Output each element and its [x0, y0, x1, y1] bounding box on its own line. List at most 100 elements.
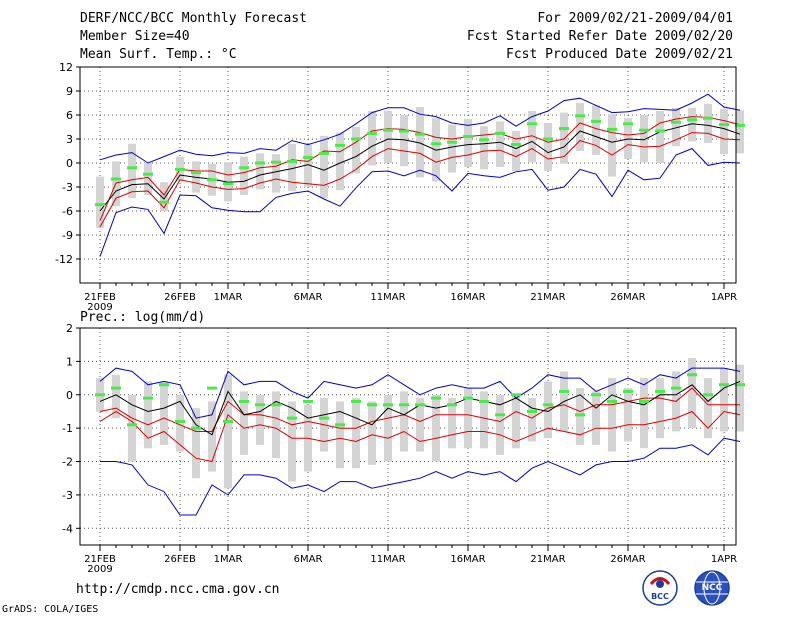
temp-range-box: [528, 111, 536, 163]
forecast-period-label: For 2009/02/21-2009/04/01: [537, 11, 733, 26]
start-date-label: Fcst Started Refer Date 2009/02/20: [466, 29, 733, 44]
precip-x-tick-label: 1MAR: [214, 554, 243, 565]
temp-x-tick-label: 26FEB: [164, 292, 196, 303]
temp-range-box: [160, 182, 168, 211]
temp-range-box: [544, 123, 552, 171]
precip-range-box: [448, 398, 456, 449]
precip-x-tick-label: 26FEB: [164, 554, 196, 565]
precip-range-box: [240, 391, 248, 455]
bcc-logo: BCC: [642, 570, 678, 606]
temp-x-year-label: 2009: [87, 302, 112, 313]
precip-y-tick-label: -1: [62, 422, 73, 435]
precip-y-tick-label: 2: [66, 322, 73, 335]
precip-range-box: [576, 388, 584, 445]
ncc-logo-text: NCC: [701, 583, 723, 593]
temp-range-box: [496, 121, 504, 167]
precip-range-box: [128, 394, 136, 462]
precip-ensemble-min-line: [100, 437, 741, 516]
temperature-panel-title: Mean Surf. Temp.: °C: [80, 47, 237, 62]
precip-range-box: [528, 398, 536, 442]
precip-range-box: [416, 398, 424, 452]
precip-range-box: [624, 388, 632, 442]
temp-range-box: [640, 115, 648, 163]
precip-range-box: [704, 378, 712, 439]
temp-lower-spread-line: [99, 132, 741, 228]
temp-range-box: [720, 108, 728, 155]
precip-y-tick-label: -3: [62, 489, 73, 502]
temp-x-tick-label: 1APR: [711, 292, 737, 303]
temp-range-box: [448, 124, 456, 173]
precip-x-tick-label: 21MAR: [530, 554, 565, 565]
temp-ensemble-max-line: [99, 93, 741, 164]
precip-x-year-label: 2009: [87, 564, 112, 575]
precip-range-box: [352, 398, 360, 469]
temp-range-box: [416, 107, 424, 178]
precip-range-box: [384, 394, 392, 462]
precip-x-tick-label: 11MAR: [370, 554, 405, 565]
temp-x-tick-label: 6MAR: [294, 292, 323, 303]
temp-x-tick-label: 11MAR: [370, 292, 405, 303]
bcc-logo-text: BCC: [651, 592, 669, 601]
precip-x-tick-label: 6MAR: [294, 554, 323, 565]
temp-range-box: [576, 103, 584, 151]
temp-range-box: [464, 119, 472, 167]
temp-x-tick-label: 26MAR: [610, 292, 645, 303]
temp-range-box: [608, 114, 616, 177]
precip-range-box: [464, 388, 472, 449]
temp-range-box: [272, 154, 280, 193]
temp-y-tick-label: -12: [55, 253, 73, 266]
temp-y-tick-label: 12: [59, 61, 73, 74]
temp-range-box: [336, 132, 344, 191]
temp-range-box: [288, 143, 296, 191]
precip-range-box: [272, 391, 280, 459]
precip-ensemble-max-line: [99, 367, 741, 419]
precip-y-tick-label: -4: [62, 522, 73, 535]
temp-range-box: [400, 115, 408, 167]
temp-range-box: [736, 110, 744, 154]
precip-range-box: [224, 374, 232, 489]
temp-range-box: [352, 127, 360, 174]
precip-y-tick-label: 0: [66, 389, 73, 402]
temp-range-box: [560, 112, 568, 164]
precip-y-tick-label: -2: [62, 456, 73, 469]
temp-range-box: [512, 131, 520, 171]
temp-range-box: [240, 156, 248, 195]
source-url[interactable]: http://cmdp.ncc.cma.gov.cn: [76, 582, 280, 597]
precip-range-box: [112, 374, 120, 419]
temp-x-tick-label: 1MAR: [214, 292, 243, 303]
produced-date-label: Fcst Produced Date 2009/02/21: [506, 47, 733, 62]
precip-range-box: [144, 381, 152, 449]
temp-y-tick-label: 0: [66, 157, 73, 170]
temp-y-tick-label: 3: [66, 133, 73, 146]
precip-panel-title: Prec.: log(mm/d): [80, 310, 205, 325]
precip-range-box: [368, 401, 376, 465]
precip-range-box: [288, 401, 296, 482]
temp-y-tick-label: -9: [62, 229, 73, 242]
precip-range-box: [400, 391, 408, 452]
precip-range-box: [160, 381, 168, 445]
precip-range-box: [432, 394, 440, 462]
precip-x-tick-label: 16MAR: [450, 554, 485, 565]
temp-x-tick-label: 21FEB: [84, 292, 116, 303]
temp-range-box: [672, 107, 680, 147]
precip-range-box: [608, 378, 616, 452]
precip-range-box: [208, 401, 216, 472]
precip-y-tick-label: 1: [66, 355, 73, 368]
temp-range-box: [256, 153, 264, 190]
precip-range-box: [736, 364, 744, 432]
temp-x-tick-label: 16MAR: [450, 292, 485, 303]
precip-range-box: [720, 368, 728, 432]
temp-range-box: [592, 105, 600, 155]
precip-x-tick-label: 26MAR: [610, 554, 645, 565]
precip-x-tick-label: 1APR: [711, 554, 737, 565]
temp-range-box: [688, 107, 696, 142]
temp-range-box: [480, 126, 488, 170]
precip-plot-frame: [79, 327, 737, 546]
temp-ensemble-mean-line: [99, 123, 741, 212]
member-size-label: Member Size=40: [80, 29, 190, 44]
temp-range-box: [320, 135, 328, 199]
temp-upper-spread-line: [99, 116, 741, 221]
temp-ensemble-min-line: [99, 148, 741, 257]
temp-y-tick-label: -6: [62, 205, 73, 218]
precip-range-box: [496, 394, 504, 455]
